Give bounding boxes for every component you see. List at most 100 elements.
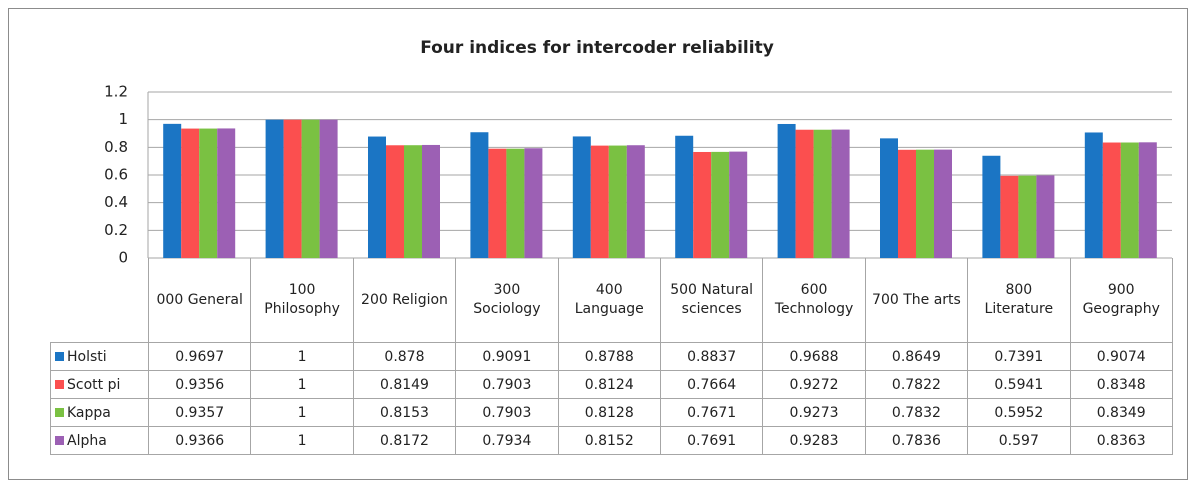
bar	[626, 145, 645, 258]
value-cell: 1	[250, 426, 354, 455]
bar	[404, 145, 422, 258]
bar	[880, 138, 898, 258]
value-cell: 0.7832	[864, 398, 969, 427]
value-cell: 0.9272	[762, 370, 866, 399]
bar	[590, 145, 609, 258]
value-cell: 0.9688	[762, 342, 866, 371]
legend-label: Kappa	[67, 404, 111, 421]
corner-cell	[50, 258, 149, 343]
legend-label: Holsti	[67, 348, 107, 365]
value-cell: 0.8788	[557, 342, 661, 371]
series-row: Scott pi 0.9356 1 0.8149 0.7903 0.8124 0.7664 0…	[50, 370, 1173, 399]
bar	[1138, 142, 1157, 258]
header-row: 000 General 100 Philosophy 200 Religion 300…	[50, 258, 1173, 343]
value-cell: 0.878	[352, 342, 457, 371]
legend-label: Scott pi	[67, 376, 121, 393]
bar	[982, 155, 1001, 258]
value-cell: 0.8172	[352, 426, 457, 455]
value-cell: 0.9697	[147, 342, 252, 371]
category-label: 300 Sociology	[455, 258, 559, 343]
bar	[1102, 142, 1121, 258]
value-cell: 0.8128	[557, 398, 661, 427]
y-tick-label: 0.2	[104, 221, 128, 239]
category-label: 200 Religion	[352, 258, 457, 343]
value-cell: 0.5952	[967, 398, 1071, 427]
value-cell: 0.7391	[967, 342, 1071, 371]
bar	[1120, 142, 1139, 258]
bar	[1018, 175, 1037, 258]
legend-cell: Alpha	[50, 426, 149, 455]
value-cell: 1	[250, 398, 354, 427]
value-cell: 0.9357	[147, 398, 252, 427]
value-cell: 0.8153	[352, 398, 457, 427]
legend-swatch	[55, 379, 64, 389]
bar	[488, 148, 507, 258]
legend-swatch	[55, 351, 64, 361]
bar	[795, 129, 814, 258]
category-label: 900 Geography	[1069, 258, 1173, 343]
category-label: 600 Technology	[762, 258, 866, 343]
bar	[506, 148, 525, 258]
bar	[1000, 175, 1019, 258]
bar	[163, 123, 182, 258]
bar	[777, 123, 796, 258]
bar	[729, 151, 748, 258]
bar	[470, 132, 489, 258]
bar	[386, 145, 404, 258]
y-tick-label: 0.8	[104, 138, 128, 156]
value-cell: 0.9091	[455, 342, 559, 371]
y-tick-label: 1.2	[104, 83, 128, 101]
value-cell: 0.9366	[147, 426, 252, 455]
bar	[608, 145, 627, 258]
value-cell: 0.8152	[557, 426, 661, 455]
category-label: 800 Literature	[967, 258, 1071, 343]
value-cell: 0.7822	[864, 370, 969, 399]
y-tick-label: 0	[118, 249, 128, 267]
value-cell: 0.7934	[455, 426, 559, 455]
value-cell: 0.8124	[557, 370, 661, 399]
bar	[572, 136, 591, 258]
bar	[301, 119, 320, 259]
category-label: 400 Language	[557, 258, 661, 343]
bar	[1036, 175, 1055, 258]
category-label: 100 Philosophy	[250, 258, 354, 343]
bar	[319, 119, 338, 259]
bar	[898, 149, 916, 258]
bar	[217, 128, 236, 258]
value-cell: 0.7671	[659, 398, 764, 427]
bar	[368, 136, 386, 258]
bar	[813, 129, 832, 258]
value-cell: 0.7836	[864, 426, 969, 455]
value-cell: 1	[250, 342, 354, 371]
y-tick-label: 1	[118, 110, 128, 128]
value-cell: 0.7903	[455, 398, 559, 427]
bar	[675, 135, 694, 258]
legend-cell: Kappa	[50, 398, 149, 427]
value-cell: 0.7664	[659, 370, 764, 399]
value-cell: 1	[250, 370, 354, 399]
value-cell: 0.9356	[147, 370, 252, 399]
y-tick-label: 0.6	[104, 166, 128, 184]
category-label: 500 Natural sciences	[659, 258, 764, 343]
value-cell: 0.8649	[864, 342, 969, 371]
legend-swatch	[55, 435, 64, 445]
value-cell: 0.9273	[762, 398, 866, 427]
value-cell: 0.9074	[1069, 342, 1173, 371]
bar	[693, 151, 712, 258]
y-tick-label: 0.4	[104, 193, 128, 211]
category-label: 000 General	[147, 258, 252, 343]
category-label: 700 The arts	[864, 258, 969, 343]
bar	[1084, 132, 1103, 258]
value-cell: 0.7903	[455, 370, 559, 399]
bar	[422, 144, 440, 258]
bar	[181, 128, 200, 258]
value-cell: 0.8149	[352, 370, 457, 399]
series-row: Alpha 0.9366 1 0.8172 0.7934 0.8152 0.7691 0.92…	[50, 426, 1173, 455]
series-row: Holsti 0.9697 1 0.878 0.9091 0.8788 0.8837 0.96…	[50, 342, 1173, 371]
bar	[265, 119, 284, 259]
value-cell: 0.8349	[1069, 398, 1173, 427]
bar	[524, 148, 543, 258]
bar	[916, 149, 934, 258]
value-cell: 0.8348	[1069, 370, 1173, 399]
